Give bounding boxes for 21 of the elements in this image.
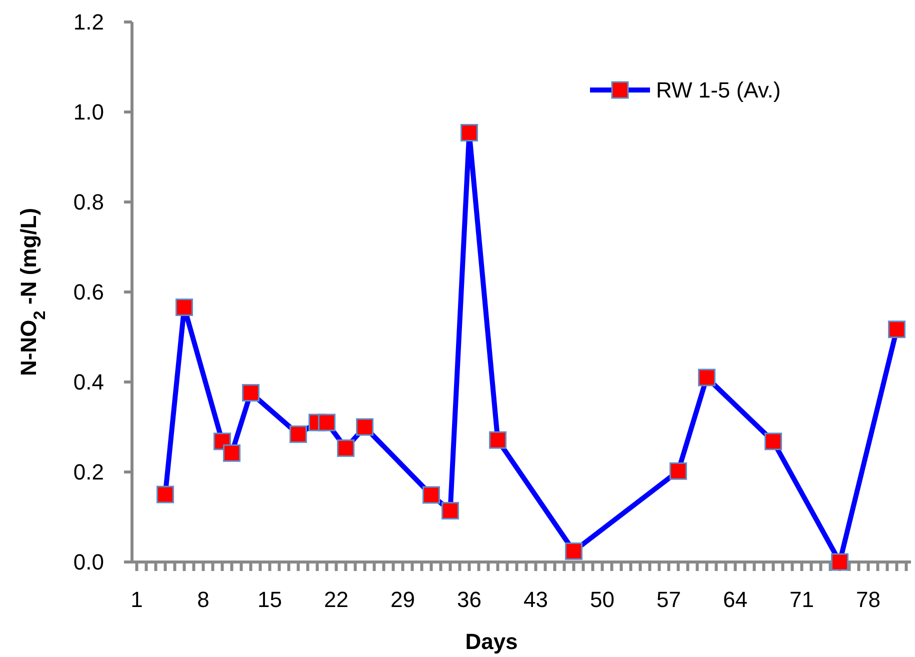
y-tick-label: 0.4 [73, 370, 104, 395]
y-tick-label: 1.0 [73, 100, 104, 125]
y-tick-label: 0.8 [73, 190, 104, 215]
x-tick-label: 1 [130, 587, 143, 612]
x-tick-label: 15 [258, 587, 282, 612]
x-tick-label: 57 [656, 587, 681, 612]
x-tick-label: 36 [457, 587, 482, 612]
y-tick-label: 0.0 [73, 550, 104, 575]
y-tick-label: 0.2 [73, 460, 104, 485]
x-tick-label: 43 [524, 587, 548, 612]
x-tick-label: 71 [790, 587, 814, 612]
x-tick-label: 29 [390, 587, 415, 612]
x-tick-label: 8 [197, 587, 210, 612]
x-tick-label: 64 [723, 587, 748, 612]
y-tick-label: 1.2 [73, 10, 104, 35]
legend-label: RW 1-5 (Av.) [656, 78, 781, 103]
x-tick-label: 22 [324, 587, 348, 612]
x-tick-label: 50 [590, 587, 614, 612]
x-tick-label: 78 [856, 587, 880, 612]
y-tick-label: 0.6 [73, 280, 104, 305]
x-axis-title: Days [465, 629, 518, 654]
